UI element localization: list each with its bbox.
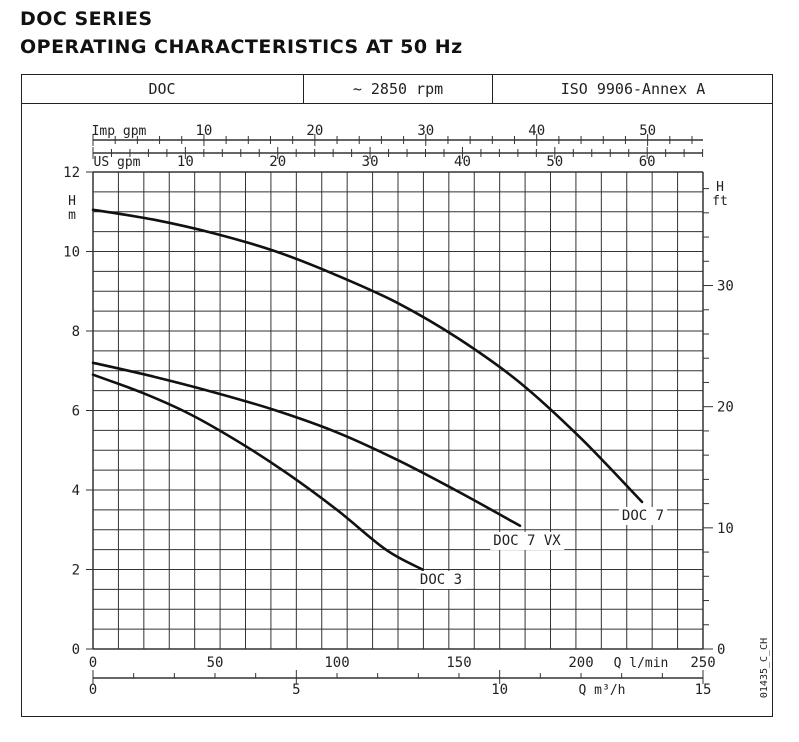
- y-axis-label-unit: m: [68, 208, 76, 223]
- imp-gpm-tick-label: 20: [306, 123, 323, 139]
- y-axis-label: H: [68, 194, 76, 209]
- spec-cell-speed: ~ 2850 rpm: [304, 74, 493, 103]
- x-tick-label: 150: [446, 655, 471, 671]
- y-tick-label: 0: [72, 642, 80, 658]
- m3h-tick-label: 0: [89, 682, 97, 698]
- imp-gpm-axis-label: Imp gpm: [92, 124, 147, 139]
- imp-gpm-tick-label: 10: [195, 123, 212, 139]
- y-tick-label: 10: [63, 245, 80, 261]
- y-tick-label: 6: [72, 404, 80, 420]
- ft-axis-label: H: [716, 180, 724, 195]
- series-label-doc-7-vx: DOC 7 VX: [493, 533, 561, 549]
- y-tick-label: 4: [72, 483, 80, 499]
- us-gpm-axis-label: US gpm: [94, 155, 141, 170]
- us-gpm-tick-label: 30: [362, 154, 379, 170]
- y-tick-label: 2: [72, 563, 80, 579]
- series-line-doc-3: [91, 373, 424, 571]
- series-label-bg: [490, 532, 565, 550]
- chart-title: DOC SERIES: [20, 8, 153, 30]
- ft-tick-label: 0: [717, 642, 725, 658]
- series-label-doc-7: DOC 7: [622, 508, 664, 524]
- x-tick-label: 100: [324, 655, 349, 671]
- imp-gpm-tick-label: 40: [528, 123, 545, 139]
- m3h-tick-label: 5: [292, 682, 300, 698]
- spec-header-row: DOC ~ 2850 rpm ISO 9906-Annex A: [21, 74, 773, 104]
- us-gpm-tick-label: 20: [269, 154, 286, 170]
- m3h-tick-label: 10: [491, 682, 508, 698]
- series-label-bg: [416, 571, 466, 589]
- x-tick-label: 50: [207, 655, 224, 671]
- series-label-doc-3: DOC 3: [420, 572, 462, 588]
- x-axis-label: Q l/min: [614, 656, 669, 671]
- ft-axis-label-unit: ft: [712, 194, 728, 209]
- spec-cell-standard: ISO 9906-Annex A: [560, 79, 706, 98]
- x-tick-label: 250: [690, 655, 715, 671]
- ft-tick-label: 30: [717, 279, 734, 295]
- m3h-tick-label: 15: [695, 682, 712, 698]
- chart-frame: [21, 74, 773, 717]
- us-gpm-tick-label: 10: [177, 154, 194, 170]
- us-gpm-tick-label: 50: [546, 154, 563, 170]
- ft-tick-label: 20: [717, 400, 734, 416]
- spec-cell-model: DOC: [21, 74, 304, 103]
- imp-gpm-tick-label: 30: [417, 123, 434, 139]
- imp-gpm-tick-label: 50: [639, 123, 656, 139]
- chart-subtitle: OPERATING CHARACTERISTICS AT 50 Hz: [20, 36, 463, 58]
- ft-tick-label: 10: [717, 521, 734, 537]
- x-tick-label: 200: [568, 655, 593, 671]
- series-line-doc-7-vx: [91, 361, 522, 528]
- series-line-doc-7: [91, 208, 644, 504]
- us-gpm-tick-label: 40: [454, 154, 471, 170]
- y-tick-label: 12: [63, 165, 80, 181]
- y-tick-label: 8: [72, 324, 80, 340]
- m3h-axis-label: Q m³/h: [579, 683, 626, 698]
- drawing-code: 01435_C_CH: [759, 638, 770, 698]
- x-tick-label: 0: [89, 655, 97, 671]
- series-label-bg: [618, 507, 668, 525]
- us-gpm-tick-label: 60: [639, 154, 656, 170]
